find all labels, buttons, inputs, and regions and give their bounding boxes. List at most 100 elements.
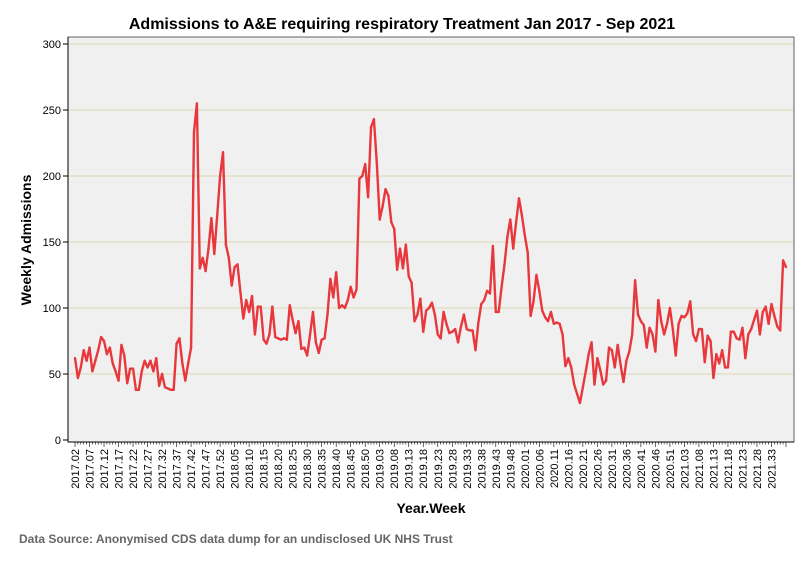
data-point	[689, 300, 692, 303]
data-point	[439, 337, 442, 340]
data-point	[160, 372, 164, 376]
data-point	[509, 218, 512, 221]
data-point	[564, 364, 567, 368]
data-point	[645, 346, 648, 349]
data-point	[453, 327, 457, 331]
data-point	[189, 346, 193, 349]
data-point	[697, 327, 701, 331]
y-tick-label: 150	[43, 237, 61, 249]
data-point	[567, 356, 570, 360]
data-source-note: Data Source: Anonymised CDS data dump fo…	[19, 532, 453, 546]
data-point	[477, 321, 480, 324]
data-point	[784, 265, 788, 269]
data-point	[677, 322, 680, 326]
data-point	[500, 285, 503, 289]
data-point	[474, 349, 477, 352]
data-point	[468, 329, 471, 332]
data-point	[407, 275, 410, 278]
data-point	[520, 214, 524, 217]
data-point	[709, 339, 712, 343]
data-point	[236, 263, 239, 266]
data-point	[227, 256, 231, 260]
x-axis-ticks: 2017.02 2017.07 2017.12 2017.17 2017.22 2017.…	[70, 442, 787, 489]
data-point	[117, 379, 120, 382]
x-tick-label: 2018.25	[288, 449, 300, 489]
data-point	[352, 296, 355, 299]
data-point	[604, 379, 608, 382]
data-point	[570, 366, 573, 369]
data-point	[366, 195, 370, 199]
x-tick-label: 2020.36	[621, 449, 633, 489]
data-point	[413, 320, 416, 323]
data-point	[517, 197, 521, 200]
y-tick-label: 50	[49, 369, 61, 381]
data-point	[422, 330, 425, 333]
x-tick-label: 2020.46	[650, 449, 662, 489]
data-point	[358, 177, 361, 180]
x-tick-label: 2019.23	[433, 449, 445, 489]
data-point	[436, 333, 439, 336]
x-tick-label: 2020.16	[563, 449, 575, 489]
data-point	[262, 338, 265, 341]
data-point	[427, 306, 431, 310]
data-point	[497, 310, 500, 314]
data-point	[488, 292, 492, 295]
data-point	[317, 351, 320, 355]
data-point	[601, 383, 605, 386]
data-point	[372, 118, 376, 121]
data-point	[166, 387, 170, 390]
data-point	[683, 316, 686, 319]
x-tick-label: 2018.40	[331, 449, 343, 489]
data-point	[462, 313, 466, 316]
data-point	[192, 131, 196, 134]
data-point	[404, 243, 408, 246]
data-point	[186, 362, 190, 365]
x-tick-label: 2021.33	[766, 449, 778, 489]
y-tick-label: 100	[43, 303, 61, 315]
data-point	[442, 310, 445, 314]
x-tick-label: 2021.18	[723, 449, 735, 489]
x-tick-label: 2019.33	[462, 449, 474, 489]
data-point	[593, 383, 596, 386]
data-point	[686, 312, 689, 315]
data-point	[779, 329, 782, 332]
x-tick-label: 2017.47	[201, 449, 213, 489]
data-point	[512, 247, 515, 250]
data-point	[642, 323, 645, 327]
x-tick-label: 2018.30	[302, 449, 314, 489]
data-points	[73, 102, 788, 405]
data-point	[274, 335, 277, 339]
data-point	[134, 388, 138, 392]
data-point	[471, 329, 474, 332]
data-point	[694, 339, 698, 343]
data-point	[485, 289, 489, 293]
data-point	[152, 370, 155, 373]
x-tick-label: 2018.05	[230, 449, 242, 489]
data-point	[239, 290, 242, 294]
data-point	[587, 353, 590, 356]
data-point	[184, 379, 187, 382]
data-point	[662, 333, 666, 336]
data-point	[532, 300, 535, 303]
data-point	[448, 331, 451, 335]
data-point	[265, 342, 268, 345]
chart-title: Admissions to A&E requiring respiratory …	[129, 16, 675, 33]
data-point	[703, 360, 706, 364]
data-point	[256, 305, 260, 308]
data-point	[668, 306, 672, 310]
data-point	[305, 354, 309, 357]
x-tick-label: 2018.50	[360, 449, 372, 489]
y-tick-label: 250	[43, 105, 61, 117]
data-point	[523, 234, 527, 237]
x-tick-label: 2018.15	[259, 449, 271, 489]
x-tick-label: 2020.11	[549, 449, 561, 488]
x-tick-label: 2019.03	[375, 449, 387, 489]
x-tick-label: 2020.06	[534, 449, 546, 489]
data-point	[393, 227, 396, 230]
data-point	[744, 356, 747, 360]
data-point	[619, 363, 622, 366]
data-point	[218, 174, 222, 178]
data-point	[384, 188, 387, 191]
data-point	[105, 353, 109, 356]
y-tick-label: 300	[43, 39, 61, 51]
